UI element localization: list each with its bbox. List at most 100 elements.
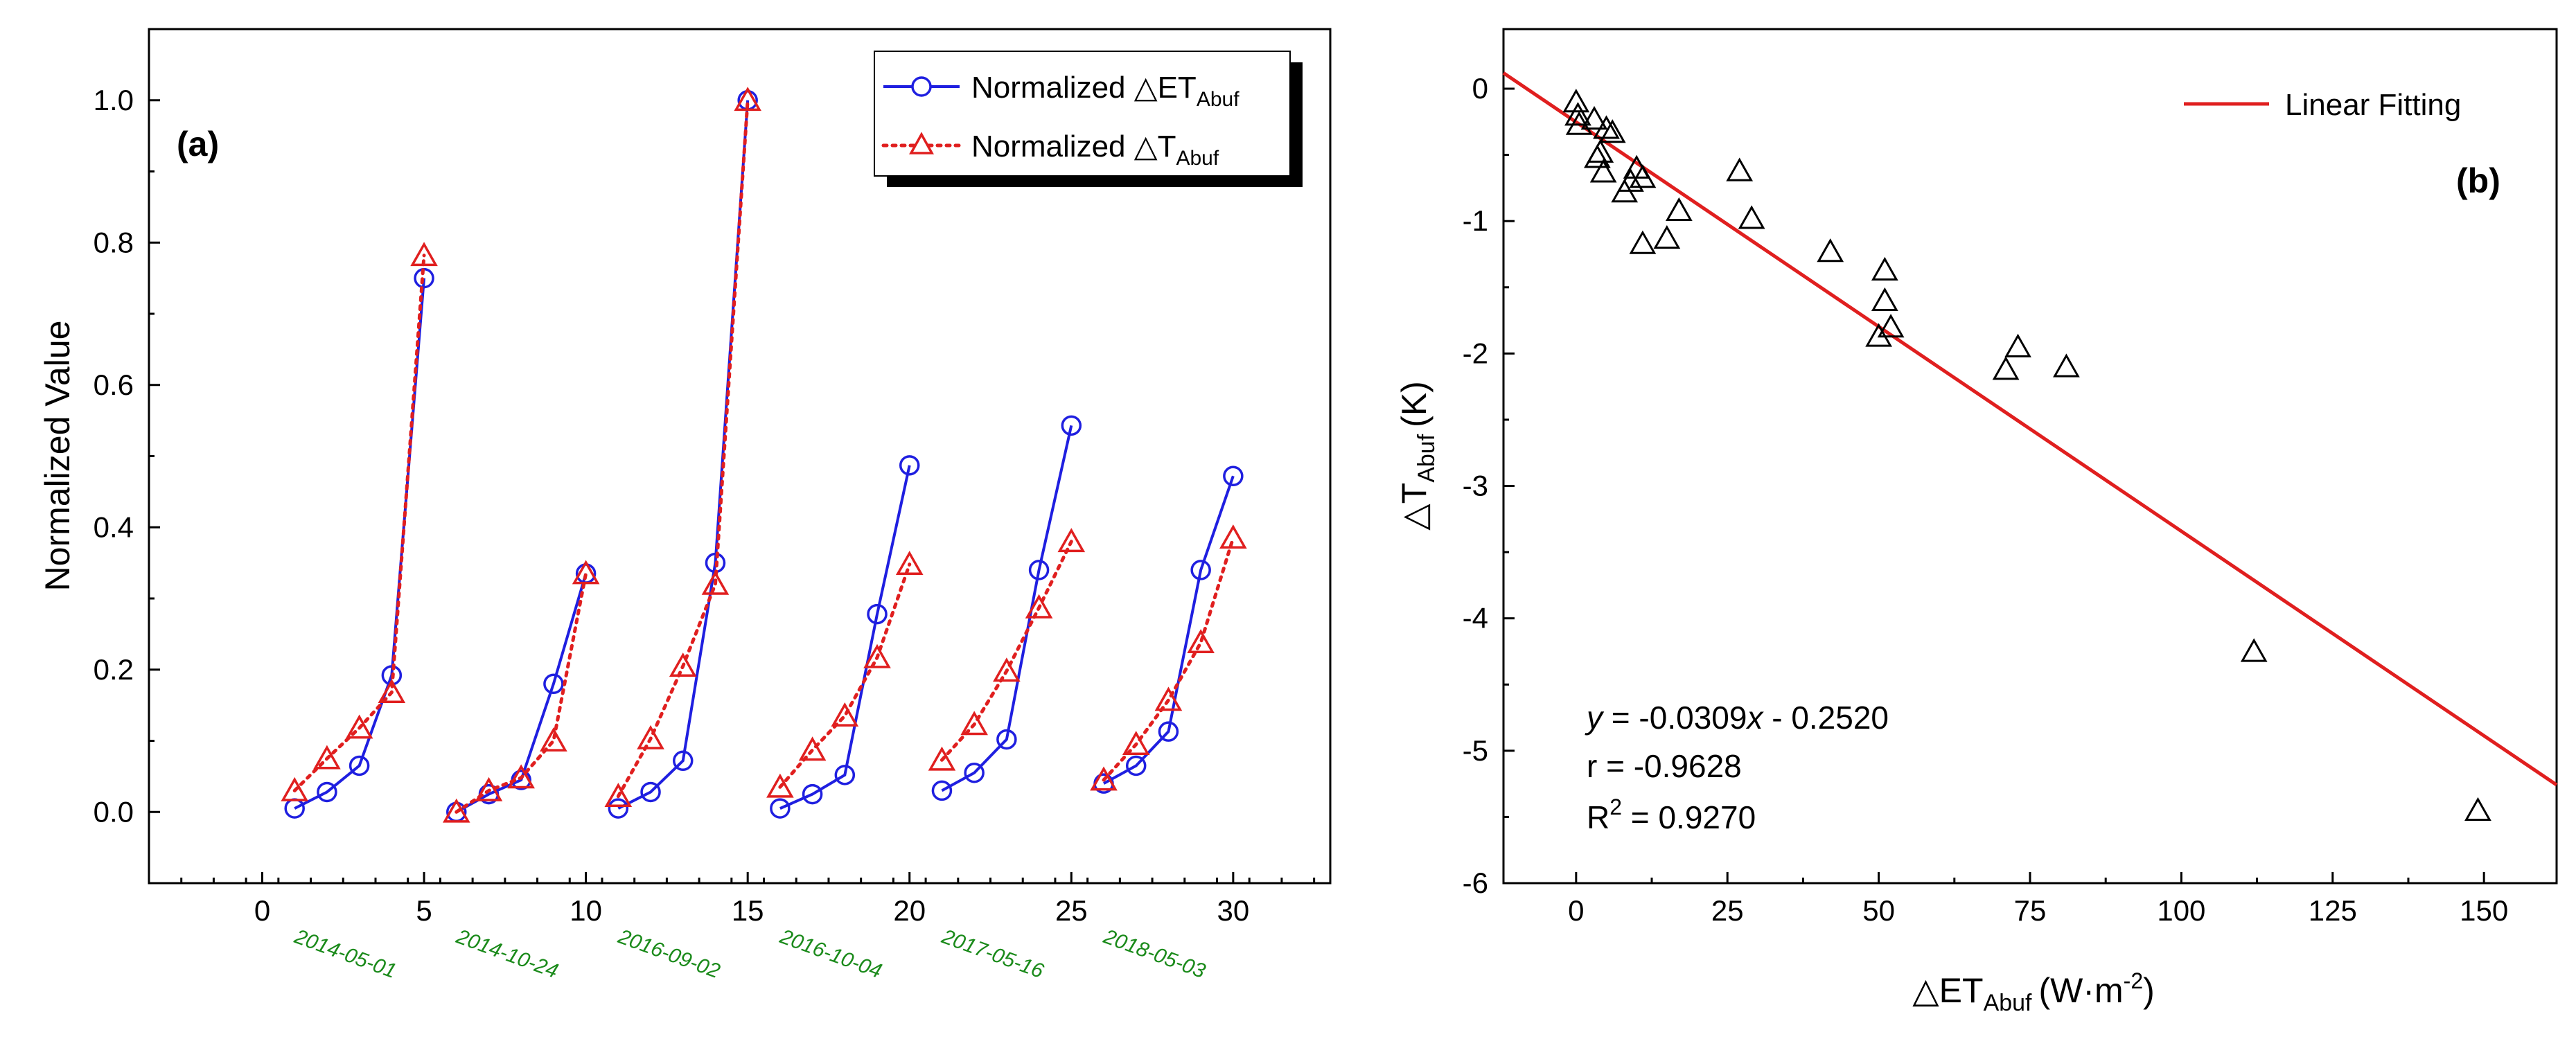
data-point-t bbox=[960, 711, 988, 736]
data-point-et bbox=[673, 750, 694, 772]
legend-b-label: Linear Fitting bbox=[2285, 88, 2461, 122]
y-tick-label-b: -3 bbox=[1463, 470, 1488, 502]
x-tick-label-b: 150 bbox=[2460, 894, 2508, 927]
scatter-point bbox=[2464, 797, 2491, 821]
data-point-t bbox=[669, 652, 697, 677]
panel-b-points bbox=[1562, 89, 2491, 821]
x-tick-label-b: 125 bbox=[2309, 894, 2357, 927]
y-tick-label-b: -4 bbox=[1463, 602, 1488, 634]
panel-b-tag: (b) bbox=[2456, 161, 2500, 200]
x-tick-label-b: 50 bbox=[1862, 894, 1895, 927]
scatter-point bbox=[1738, 205, 1765, 229]
y-tick-label-a: 0.2 bbox=[94, 653, 134, 686]
x-tick-label-a: 25 bbox=[1055, 894, 1088, 927]
data-point-et bbox=[1190, 560, 1211, 580]
x-tick-label-a: 10 bbox=[570, 894, 602, 927]
data-point-et bbox=[834, 765, 856, 785]
equation-line-3: R2 = 0.9270 bbox=[1587, 794, 1756, 835]
data-point-t bbox=[766, 773, 794, 798]
data-point-t bbox=[1057, 528, 1086, 553]
data-point-t bbox=[345, 714, 373, 739]
data-point-et bbox=[867, 603, 888, 625]
series-line-segment bbox=[778, 562, 912, 789]
linear-fit-line bbox=[1502, 71, 2558, 787]
data-point-t bbox=[572, 560, 600, 585]
y-tick-label-a: 0.4 bbox=[94, 510, 134, 543]
data-point-et bbox=[317, 781, 337, 803]
equation-intercept: - 0.2520 bbox=[1763, 700, 1889, 736]
panel-a-tag: (a) bbox=[177, 125, 219, 163]
panel-a-series bbox=[281, 87, 1247, 823]
panel-b-xlabel-tail: ) bbox=[2143, 971, 2155, 1010]
data-point-t bbox=[442, 798, 470, 823]
data-point-t bbox=[1122, 731, 1150, 755]
data-point-et bbox=[1223, 465, 1244, 487]
equation-x-var: x bbox=[1745, 700, 1764, 736]
panel-a: 0 5 10 15 20 25 30 0.0 0.2 0.4 0.6 0.8 1.0 2014-05-… bbox=[38, 28, 1332, 983]
data-point-et bbox=[1028, 560, 1050, 580]
panel-b-fit bbox=[1502, 71, 2558, 787]
equation-y-var: y bbox=[1585, 700, 1605, 736]
data-point-t bbox=[831, 702, 859, 727]
data-point-t bbox=[281, 776, 309, 801]
date-annotation: 2014-05-01 bbox=[291, 925, 399, 983]
scatter-point bbox=[1589, 159, 1617, 183]
equation-line-1: y = -0.0309x - 0.2520 bbox=[1585, 700, 1889, 736]
scatter-point bbox=[1877, 314, 1905, 338]
y-tick-label-b: 0 bbox=[1472, 72, 1488, 105]
equation-line-2: r = -0.9628 bbox=[1587, 748, 1742, 784]
panel-b-xlabel-sub: Abuf bbox=[1984, 990, 2032, 1016]
equation-slope: = -0.0309 bbox=[1603, 700, 1747, 736]
series-line-segment bbox=[941, 425, 1073, 792]
data-point-t bbox=[734, 87, 761, 112]
data-point-t bbox=[475, 776, 503, 801]
legend-a-label-t-sub: Abuf bbox=[1176, 147, 1219, 170]
data-point-et bbox=[964, 762, 985, 783]
panel-b-xlabel: △ETAbuf (W·m-2) bbox=[1912, 968, 2155, 1016]
scatter-point bbox=[1587, 139, 1614, 163]
data-point-t bbox=[604, 783, 633, 807]
legend-a-label-et-main: Normalized △ET bbox=[971, 71, 1197, 105]
scatter-point bbox=[1653, 224, 1681, 249]
y-tick-label-a: 0.0 bbox=[94, 795, 134, 828]
panel-b: 0 25 50 75 100 125 150 0-1-2-3-4-5-6 △TAbuf(K)… bbox=[1395, 28, 2558, 1016]
legend-a-label-et-sub: Abuf bbox=[1197, 88, 1240, 111]
data-point-et bbox=[1158, 721, 1179, 742]
y-tick-label-a: 0.6 bbox=[94, 368, 134, 401]
data-point-t bbox=[1187, 629, 1215, 654]
y-tick-label-a: 1.0 bbox=[94, 84, 134, 116]
panel-b-y-ticks: 0 -1 -2 -3 -4 -5 -6 bbox=[1463, 72, 1515, 899]
data-point-et bbox=[640, 781, 661, 803]
data-point-et bbox=[802, 783, 823, 805]
x-tick-label-b: 75 bbox=[2014, 894, 2047, 927]
x-tick-label-a: 15 bbox=[732, 894, 764, 927]
series-normalized-et bbox=[284, 90, 1244, 822]
panel-b-xlabel-unit: (W·m bbox=[2039, 971, 2124, 1010]
data-point-et bbox=[1061, 415, 1082, 436]
data-point-et bbox=[608, 798, 629, 819]
data-point-et bbox=[543, 673, 564, 695]
series-normalized-t bbox=[281, 87, 1247, 823]
data-point-t bbox=[313, 745, 341, 770]
legend-a-label-et: Normalized △ETAbuf bbox=[971, 71, 1240, 111]
scatter-point bbox=[1726, 157, 1754, 181]
data-point-et bbox=[1125, 755, 1147, 776]
scatter-point bbox=[1629, 164, 1657, 188]
panel-b-ylabel-main: △T bbox=[1395, 483, 1433, 531]
scatter-point bbox=[1580, 105, 1608, 130]
x-tick-label-a: 5 bbox=[416, 894, 432, 927]
series-line-segment bbox=[779, 465, 911, 810]
date-annotation: 2016-10-04 bbox=[777, 925, 885, 983]
data-point-t bbox=[928, 746, 956, 771]
panel-a-legend: Normalized △ETAbuf Normalized △TAbuf bbox=[874, 51, 1303, 187]
scatter-point bbox=[1562, 89, 1590, 113]
x-tick-label-b: 25 bbox=[1711, 894, 1744, 927]
scatter-point bbox=[1871, 287, 1898, 311]
x-tick-label-a: 0 bbox=[254, 894, 270, 927]
scatter-point bbox=[1593, 115, 1620, 139]
y-tick-label-b: -6 bbox=[1463, 867, 1488, 899]
y-tick-label-a: 0.8 bbox=[94, 226, 134, 258]
scatter-point bbox=[1629, 230, 1657, 254]
x-tick-label-b: 0 bbox=[1568, 894, 1584, 927]
